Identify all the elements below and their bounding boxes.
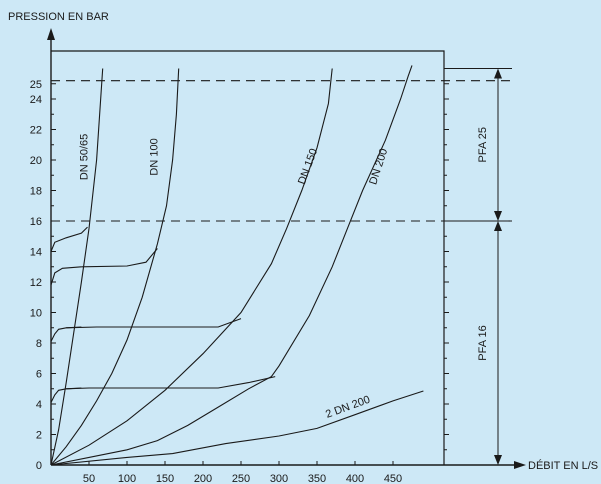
y-tick-label: 10 [30,308,42,320]
y-tick-label: 16 [30,216,42,228]
series-line [66,326,127,329]
series-line [81,248,158,268]
x-tick-label: 300 [270,473,288,484]
range-arrow-down [494,211,502,221]
y-tick-label: 24 [30,94,42,106]
y-tick-label: 8 [36,338,42,350]
y-tick-label: 2 [36,430,42,442]
range-arrow-down [494,455,502,465]
series-label: DN 100 [148,138,160,175]
x-tick-label: 450 [384,473,402,484]
range-label: PFA 16 [477,325,489,360]
y-tick-label: 22 [30,125,42,137]
x-tick-label: 350 [308,473,326,484]
y-tick-label: 18 [30,186,42,198]
series-line [50,68,104,466]
y-tick-label: 0 [36,460,42,472]
series-line [50,65,413,466]
x-tick-label: 250 [232,473,250,484]
x-tick-label: 50 [83,473,95,484]
y-tick-label: 20 [30,155,42,167]
y-tick-label: 6 [36,369,42,381]
series-line [50,226,88,252]
series-label: DN 50/65 [78,134,90,180]
series-line [50,68,180,466]
range-arrow-up [494,68,502,79]
x-tick-label: 100 [118,473,136,484]
x-tick-label: 400 [346,473,364,484]
y-tick-label: 4 [36,399,42,411]
range-arrow-up [494,221,502,231]
plot-frame [51,50,445,465]
y-axis-arrow [47,28,55,40]
x-tick-label: 200 [194,473,212,484]
series-line [127,376,276,389]
x-axis-arrow [514,461,526,469]
series-line [127,318,242,328]
range-label: PFA 25 [477,127,489,162]
series-line [66,387,127,390]
series-line [50,266,82,286]
series-line [50,68,333,466]
series-line [50,390,424,466]
y-tick-label: 14 [30,247,42,259]
x-axis-label: DÉBIT EN L/S [528,459,598,472]
y-axis-label: PRESSION EN BAR [8,11,109,23]
y-tick-label: 12 [30,277,42,289]
x-tick-label: 150 [156,473,174,484]
y-tick-label: 25 [30,79,42,91]
